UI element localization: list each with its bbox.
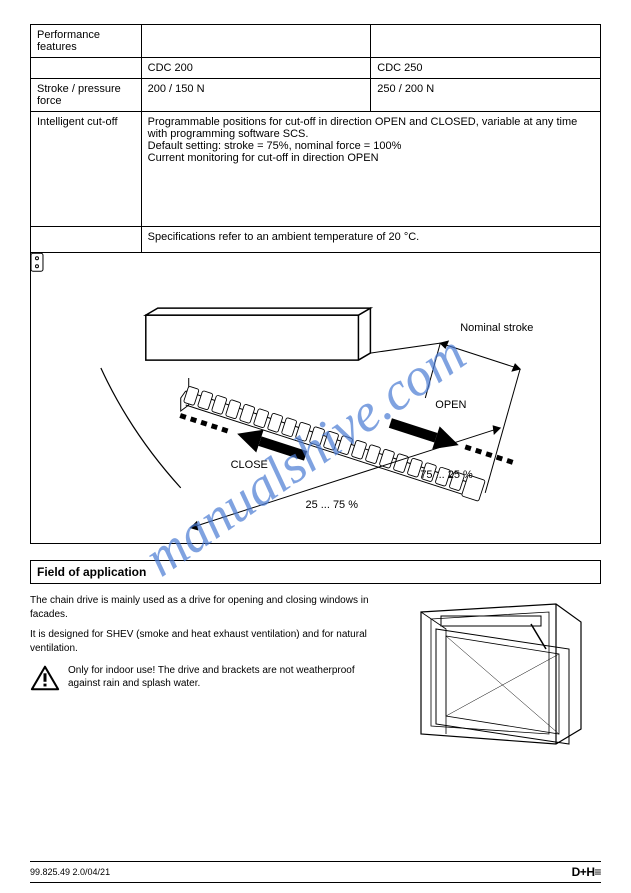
label-75-25: 75 ... 25 % [420,469,473,481]
table-note-col1 [31,227,142,253]
table-value-col2: 200 / 150 N [141,79,371,112]
table-header-col3 [371,25,601,58]
stroke-diagram-cell: Nominal stroke OPEN CLOSE 25 ... 75 % 75… [31,253,601,544]
application-text-1: The chain drive is mainly used as a driv… [30,594,371,622]
table-value-col3: 250 / 200 N [371,79,601,112]
section-field-of-application: Field of application [30,560,601,584]
table-desc-col1: Intelligent cut-off [31,112,142,227]
table-model-col1 [31,58,142,79]
window-diagram [381,594,601,754]
footer-left: 99.825.49 2.0/04/21 [30,867,110,877]
label-nominal-stroke: Nominal stroke [460,322,533,334]
table-model-col3: CDC 250 [371,58,601,79]
application-section: The chain drive is mainly used as a driv… [30,594,601,754]
warning-icon [30,664,60,692]
table-model-col2: CDC 200 [141,58,371,79]
table-header-col1: Performance features [31,25,142,58]
page-footer: 99.825.49 2.0/04/21 D+H≡ [30,861,601,883]
table-value-col1: Stroke / pressure force [31,79,142,112]
warning-text: Only for indoor use! The drive and brack… [68,664,371,690]
table-header-col2 [141,25,371,58]
application-text-2: It is designed for SHEV (smoke and heat … [30,628,371,656]
footer-logo: D+H≡ [572,865,601,879]
label-close: CLOSE [231,459,268,471]
table-desc-col2: Programmable positions for cut-off in di… [141,112,600,227]
label-open: OPEN [435,399,466,411]
stroke-diagram: Nominal stroke OPEN CLOSE 25 ... 75 % 75… [31,253,600,543]
table-note-col2: Specifications refer to an ambient tempe… [141,227,600,253]
performance-table: Performance features CDC 200 CDC 250 Str… [30,24,601,544]
label-25-75: 25 ... 75 % [306,499,359,511]
